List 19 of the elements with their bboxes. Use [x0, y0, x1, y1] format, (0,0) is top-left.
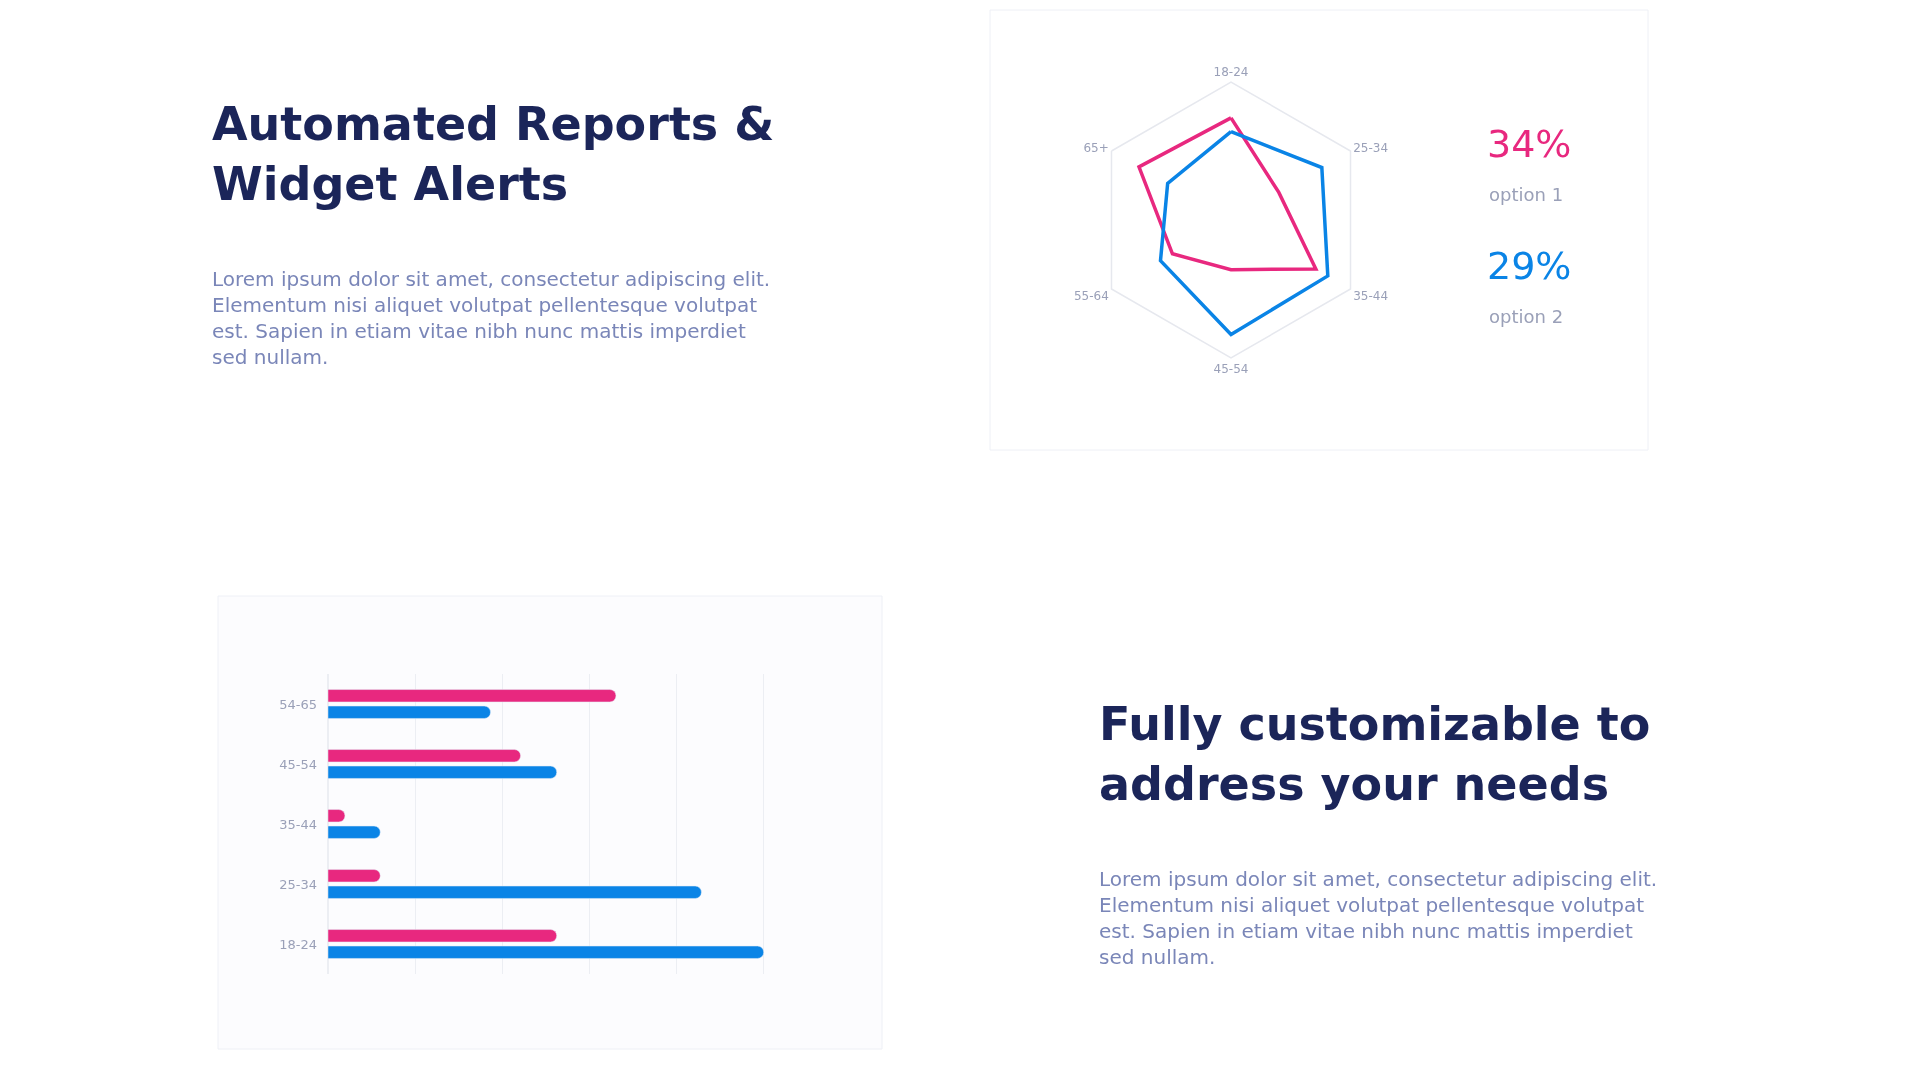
- spoke-label: 55-64: [1073, 289, 1109, 304]
- text: Lorem ipsum dolor sit amet, consectetur adipiscing elit. Elementum nisi aliquet volutpat pellentesque volutpat est. Sapien in etiam vitae nibh nunc mattis imperdiet sed nullam.: [1099, 867, 1658, 969]
- y-tick-label: 25-34: [279, 876, 317, 892]
- spoke-label: 45-54: [1213, 362, 1249, 377]
- spoke-label: 65+: [1083, 140, 1109, 155]
- text: 29%: [1487, 244, 1572, 288]
- y-tick-label: 45-54: [279, 756, 317, 772]
- y-tick-label: 35-44: [279, 816, 317, 832]
- text: Automated Reports & Widget Alerts: [212, 97, 775, 211]
- text: option 2: [1489, 306, 1564, 327]
- spoke-label: 35-44: [1353, 289, 1389, 304]
- text: 34%: [1487, 122, 1572, 166]
- spoke-label: 25-34: [1353, 140, 1389, 155]
- text: Fully customizable to address your needs: [1099, 697, 1651, 811]
- spoke-label: 18-24: [1213, 65, 1249, 80]
- y-tick-label: 54-65: [279, 696, 317, 712]
- text: option 1: [1489, 184, 1564, 205]
- y-tick-label: 18-24: [279, 936, 317, 952]
- text: Lorem ipsum dolor sit amet, consectetur adipiscing elit. Elementum nisi aliquet volutpat pellentesque volutpat est. Sapien in etiam vitae nibh nunc mattis imperdiet sed nullam.: [212, 267, 771, 369]
